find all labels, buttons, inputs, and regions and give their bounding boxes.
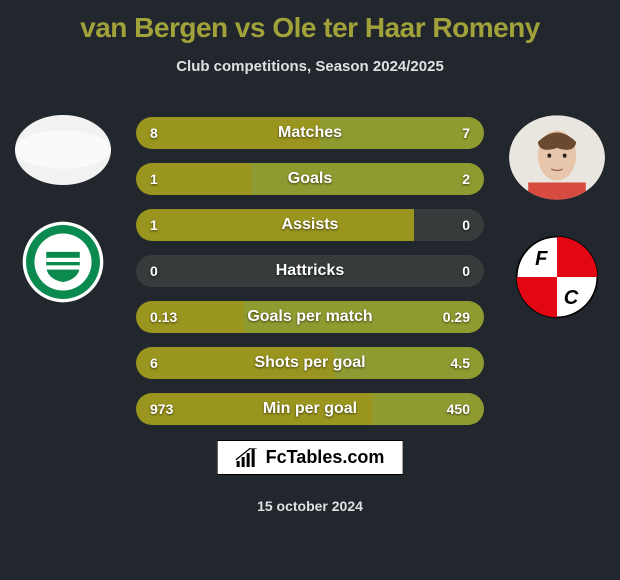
silhouette-icon: [15, 116, 111, 183]
comparison-card: van Bergen vs Ole ter Haar Romeny Club c…: [0, 0, 620, 580]
stat-row: 973450Min per goal: [136, 393, 484, 425]
stat-row: 00Hattricks: [136, 255, 484, 287]
right-player-photo: [509, 115, 605, 200]
stat-label: Shots per goal: [136, 354, 484, 372]
stat-label: Matches: [136, 124, 484, 142]
stat-row: 10Assists: [136, 209, 484, 241]
stat-label: Goals per match: [136, 308, 484, 326]
chart-icon: [236, 448, 258, 468]
subtitle: Club competitions, Season 2024/2025: [0, 58, 620, 75]
stat-label: Hattricks: [136, 262, 484, 280]
right-player-column: F C: [502, 115, 612, 319]
left-club-logo: [21, 220, 105, 304]
left-player-photo: [15, 115, 111, 185]
stat-row: 12Goals: [136, 163, 484, 195]
player-face-icon: [509, 115, 605, 200]
brand-badge: FcTables.com: [217, 440, 404, 475]
stats-bars: 87Matches 12Goals 10Assists 00Hattricks 0.13…: [136, 117, 484, 439]
stat-row: 64.5Shots per goal: [136, 347, 484, 379]
stat-row: 87Matches: [136, 117, 484, 149]
svg-text:F: F: [535, 248, 548, 270]
page-title: van Bergen vs Ole ter Haar Romeny: [0, 0, 620, 44]
left-player-column: [8, 115, 118, 304]
stat-label: Assists: [136, 216, 484, 234]
stat-label: Min per goal: [136, 400, 484, 418]
svg-text:C: C: [564, 287, 579, 309]
stat-label: Goals: [136, 170, 484, 188]
groningen-logo-icon: [21, 220, 105, 304]
utrecht-logo-icon: F C: [515, 235, 599, 319]
stat-row: 0.130.29Goals per match: [136, 301, 484, 333]
brand-text: FcTables.com: [266, 447, 385, 468]
footer-date: 15 october 2024: [257, 498, 363, 514]
right-club-logo: F C: [515, 235, 599, 319]
